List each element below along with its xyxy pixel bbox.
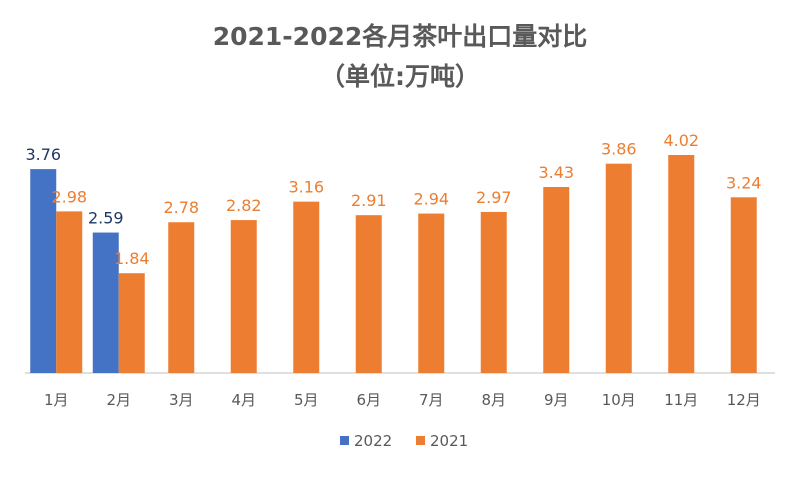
x-tick-label: 2月	[106, 391, 131, 409]
bar-2021-11	[668, 155, 695, 373]
data-label-2021-11: 4.02	[663, 131, 699, 150]
legend-swatch-2022	[340, 436, 349, 445]
x-tick-label: 11月	[664, 391, 698, 409]
x-tick-label: 8月	[481, 391, 506, 409]
bar-2021-9	[543, 187, 570, 373]
bar-2021-4	[230, 220, 257, 373]
legend-label-2021: 2021	[430, 432, 468, 450]
data-label-2021-12: 3.24	[726, 173, 762, 192]
x-tick-label: 5月	[294, 391, 319, 409]
x-tick-label: 7月	[419, 391, 444, 409]
data-label-2021-4: 2.82	[226, 196, 262, 215]
data-label-2022-1: 3.76	[25, 145, 61, 164]
bar-2021-1	[56, 211, 83, 373]
data-label-2021-6: 2.91	[351, 191, 387, 210]
x-tick-label: 4月	[231, 391, 256, 409]
bar-2021-2	[118, 273, 145, 373]
data-label-2021-7: 2.94	[413, 190, 449, 209]
data-label-2021-10: 3.86	[601, 140, 637, 159]
data-label-2021-1: 2.98	[51, 187, 87, 206]
legend-swatch-2021	[416, 436, 425, 445]
bar-2021-10	[605, 163, 632, 373]
bar-2021-12	[730, 197, 757, 373]
x-tick-label: 10月	[602, 391, 636, 409]
data-label-2021-9: 3.43	[538, 163, 574, 182]
bar-2021-7	[418, 213, 445, 373]
bar-2021-3	[168, 222, 195, 373]
x-tick-label: 9月	[544, 391, 569, 409]
bar-2021-8	[480, 211, 507, 373]
data-label-2021-5: 3.16	[288, 178, 324, 197]
data-label-2021-3: 2.78	[163, 198, 199, 217]
x-tick-label: 3月	[169, 391, 194, 409]
bar-2022-2	[92, 232, 119, 373]
bar-2022-1	[30, 169, 57, 373]
data-label-2021-2: 1.84	[114, 249, 150, 268]
data-label-2021-8: 2.97	[476, 188, 512, 207]
chart-subtitle: （单位:万吨）	[320, 62, 480, 91]
x-tick-label: 12月	[727, 391, 761, 409]
bar-2021-6	[355, 215, 382, 373]
data-label-2022-2: 2.59	[88, 209, 124, 228]
x-tick-label: 6月	[356, 391, 381, 409]
bar-2021-5	[293, 201, 320, 373]
chart-title: 2021-2022各月茶叶出口量对比	[212, 22, 588, 51]
x-tick-label: 1月	[44, 391, 69, 409]
legend-label-2022: 2022	[354, 432, 392, 450]
